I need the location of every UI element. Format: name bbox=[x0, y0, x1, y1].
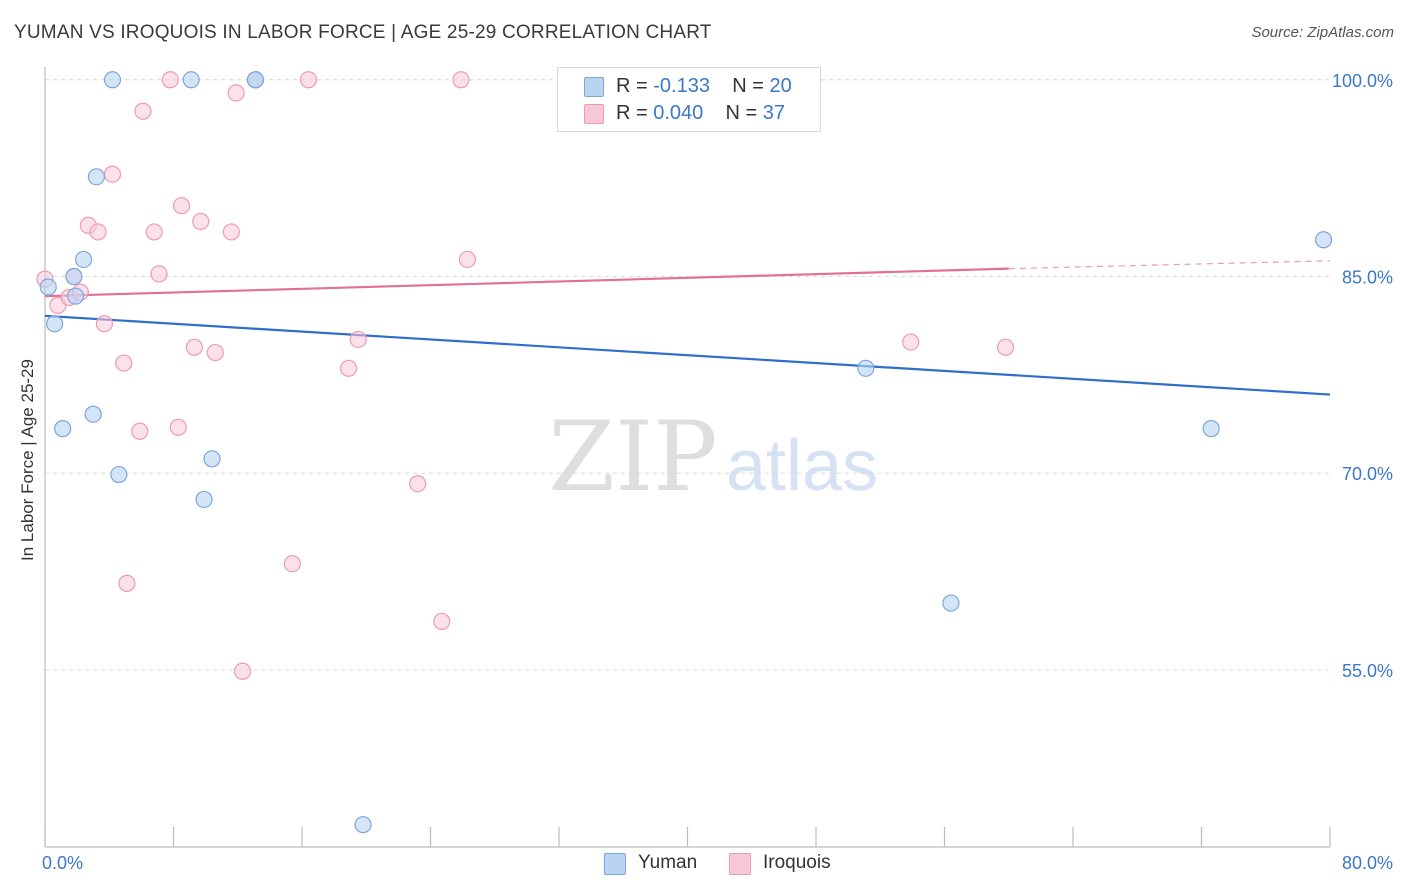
yuman-point bbox=[354, 816, 372, 834]
iroquois-point bbox=[134, 102, 152, 120]
iroquois-point bbox=[339, 359, 358, 377]
chart-title: YUMAN VS IROQUOIS IN LABOR FORCE | AGE 2… bbox=[14, 22, 712, 43]
yuman-point bbox=[54, 420, 72, 438]
yuman-point bbox=[87, 168, 106, 186]
iroquois-point bbox=[222, 223, 240, 241]
yuman-point bbox=[66, 287, 85, 305]
iroquois-point bbox=[206, 343, 224, 362]
x-tick-label: 0.0% bbox=[42, 853, 83, 873]
yuman-point bbox=[39, 278, 57, 296]
yuman-point bbox=[182, 71, 200, 89]
iroquois-point bbox=[131, 422, 149, 440]
iroquois-r-label: R = bbox=[616, 102, 654, 124]
iroquois-point bbox=[409, 475, 427, 493]
y-tick-label: 55.0% bbox=[1342, 661, 1393, 681]
series-legend: Yuman Iroquois bbox=[0, 852, 1406, 878]
iroquois-point bbox=[89, 223, 107, 241]
legend-iroquois-swatch bbox=[729, 853, 751, 875]
yuman-point bbox=[110, 465, 128, 484]
yuman-point bbox=[84, 405, 102, 423]
iroquois-point bbox=[227, 84, 245, 102]
watermark-zip: ZIP bbox=[548, 401, 717, 513]
iroquois-point bbox=[458, 250, 477, 269]
yuman-trend-line bbox=[44, 314, 1331, 396]
source-label: Source: ZipAtlas.com bbox=[1251, 24, 1394, 41]
iroquois-trend-extension bbox=[1008, 260, 1331, 270]
iroquois-point bbox=[433, 612, 451, 631]
y-tick-label: 70.0% bbox=[1342, 464, 1393, 484]
yuman-point bbox=[942, 594, 960, 612]
yuman-point bbox=[857, 359, 875, 377]
yuman-n-value: 20 bbox=[769, 75, 792, 97]
iroquois-point bbox=[452, 71, 470, 89]
yuman-point bbox=[246, 71, 265, 89]
iroquois-point bbox=[145, 223, 163, 241]
yuman-r-value: -0.133 bbox=[653, 75, 710, 97]
yuman-point bbox=[46, 315, 64, 333]
trend-layer bbox=[44, 260, 1331, 396]
watermark-atlas: atlas bbox=[726, 426, 878, 506]
iroquois-point bbox=[172, 197, 191, 215]
correlation-legend: R = -0.133 N = 20 R = 0.040 N = 37 bbox=[557, 67, 821, 132]
y-axis-label: In Labor Force | Age 25-29 bbox=[18, 359, 37, 561]
iroquois-point bbox=[118, 574, 136, 592]
y-tick-label: 100.0% bbox=[1332, 71, 1393, 91]
grid-layer bbox=[45, 79, 1330, 671]
iroquois-point bbox=[233, 662, 252, 680]
iroquois-point bbox=[299, 71, 318, 89]
iroquois-point bbox=[103, 165, 122, 183]
yuman-point bbox=[74, 250, 93, 269]
yuman-swatch bbox=[584, 77, 604, 97]
iroquois-r-value: 0.040 bbox=[653, 102, 704, 124]
iroquois-n-label: N = bbox=[725, 102, 763, 124]
iroquois-point bbox=[192, 212, 210, 231]
yuman-point bbox=[65, 267, 83, 286]
iroquois-point bbox=[185, 338, 203, 356]
iroquois-point bbox=[349, 330, 367, 349]
iroquois-point bbox=[95, 315, 114, 333]
legend-iroquois-label: Iroquois bbox=[763, 852, 831, 873]
yuman-point bbox=[203, 450, 221, 468]
legend-yuman-label: Yuman bbox=[638, 852, 698, 873]
iroquois-point bbox=[902, 333, 920, 351]
x-tick-label: 80.0% bbox=[1342, 853, 1393, 873]
yuman-point bbox=[103, 71, 122, 89]
iroquois-point bbox=[115, 354, 133, 372]
iroquois-point bbox=[169, 418, 187, 436]
iroquois-trend-line bbox=[44, 267, 1009, 298]
axis-layer bbox=[44, 67, 1331, 848]
iroquois-swatch bbox=[584, 104, 604, 124]
y-tick-label: 85.0% bbox=[1342, 268, 1393, 288]
legend-yuman-swatch bbox=[604, 853, 626, 875]
iroquois-point bbox=[996, 338, 1015, 356]
yuman-point bbox=[1314, 231, 1333, 249]
iroquois-point bbox=[161, 71, 179, 89]
yuman-r-label: R = bbox=[616, 75, 654, 97]
iroquois-point bbox=[283, 555, 301, 573]
watermark: ZIP atlas bbox=[548, 401, 878, 513]
yuman-point bbox=[1202, 420, 1220, 438]
yuman-n-label: N = bbox=[732, 75, 770, 97]
iroquois-n-value: 37 bbox=[762, 102, 786, 124]
iroquois-point bbox=[150, 265, 168, 283]
yuman-point bbox=[195, 490, 213, 509]
tick-label-layer: 55.0% 70.0% 85.0% 100.0% 0.0% 80.0% bbox=[42, 71, 1393, 873]
